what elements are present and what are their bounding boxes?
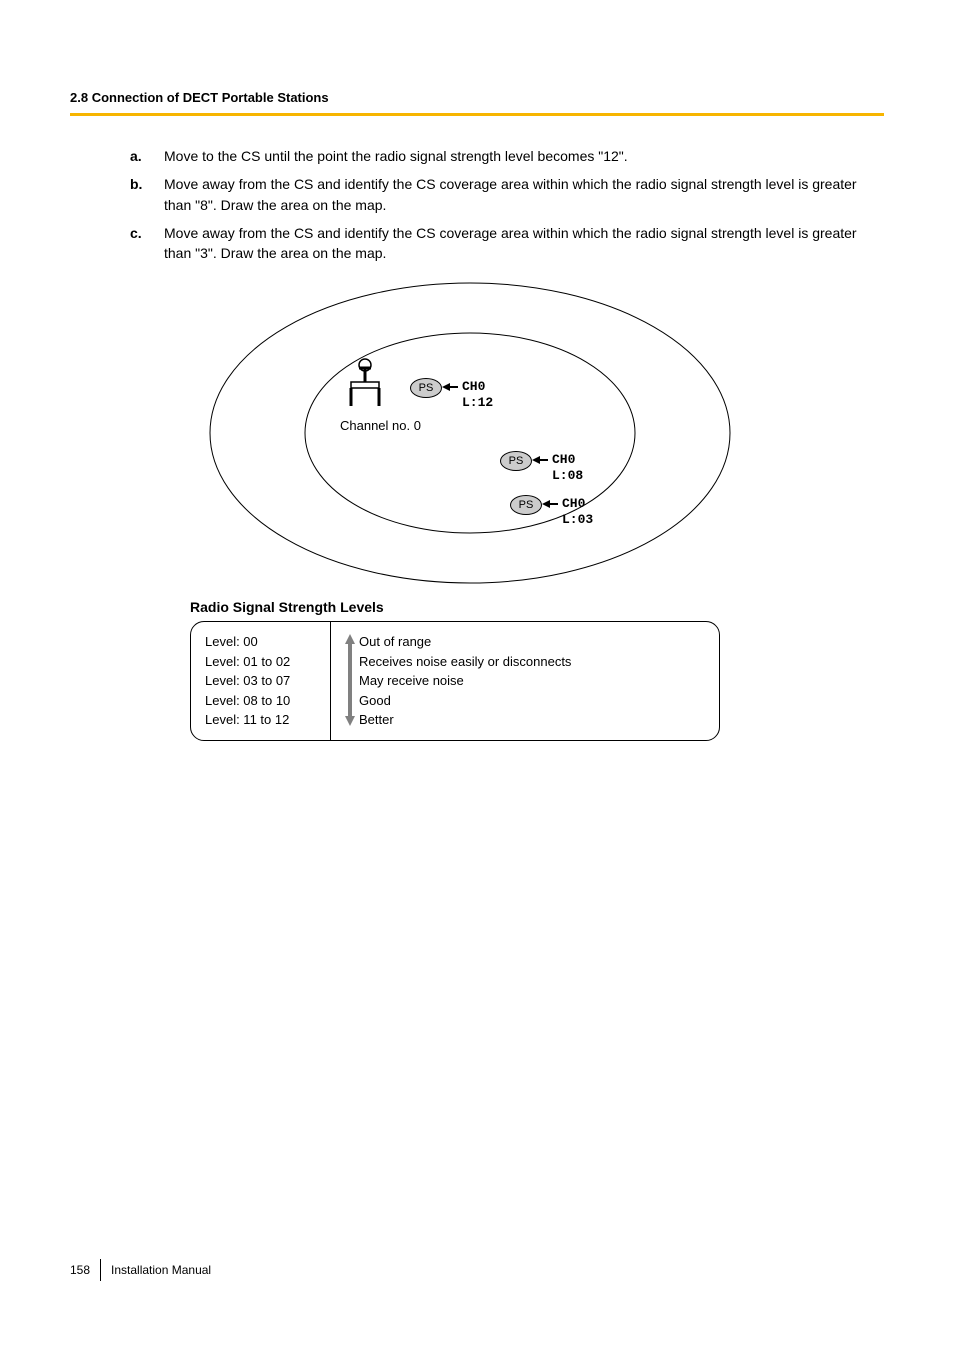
list-item: c. Move away from the CS and identify th…: [130, 223, 884, 264]
list-marker: c.: [130, 223, 164, 264]
legend-descriptions: Out of range Receives noise easily or di…: [359, 632, 705, 730]
arrow-line: [448, 386, 458, 388]
list-text: Move to the CS until the point the radio…: [164, 146, 884, 166]
ps-ch: CH0: [462, 379, 493, 395]
ps-reading: CH0 L:03: [562, 496, 593, 527]
legend-level: Level: 01 to 02: [205, 652, 320, 672]
doc-title: Installation Manual: [111, 1263, 211, 1277]
list-item: a. Move to the CS until the point the ra…: [130, 146, 884, 166]
ps-ch: CH0: [552, 452, 583, 468]
legend-desc: May receive noise: [359, 671, 705, 691]
legend-desc: Receives noise easily or disconnects: [359, 652, 705, 672]
legend-level: Level: 03 to 07: [205, 671, 320, 691]
channel-label: Channel no. 0: [340, 418, 421, 433]
page-number: 158: [70, 1263, 100, 1277]
ps-reading: CH0 L:08: [552, 452, 583, 483]
section-header: 2.8 Connection of DECT Portable Stations: [70, 90, 884, 105]
list-text: Move away from the CS and identify the C…: [164, 223, 884, 264]
ps-lv: L:03: [562, 512, 593, 528]
step-list: a. Move to the CS until the point the ra…: [70, 146, 884, 263]
arrow-line: [538, 459, 548, 461]
legend-level: Level: 00: [205, 632, 320, 652]
list-item: b. Move away from the CS and identify th…: [130, 174, 884, 215]
legend-desc: Out of range: [359, 632, 705, 652]
section-number: 2.8: [70, 90, 88, 105]
ps-lv: L:12: [462, 395, 493, 411]
page-footer: 158 Installation Manual: [70, 1259, 211, 1281]
legend-heading: Radio Signal Strength Levels: [190, 599, 884, 615]
list-marker: a.: [130, 146, 164, 166]
legend-level: Level: 08 to 10: [205, 691, 320, 711]
cs-icon: [345, 358, 385, 408]
legend-levels: Level: 00 Level: 01 to 02 Level: 03 to 0…: [205, 632, 320, 730]
legend-arrow: [341, 632, 359, 730]
legend-box: Level: 00 Level: 01 to 02 Level: 03 to 0…: [190, 621, 720, 741]
section-title: Connection of DECT Portable Stations: [92, 90, 329, 105]
coverage-diagram: Channel no. 0 PS CH0 L:12 PS CH0 L:08 PS: [190, 273, 750, 593]
ps-ch: CH0: [562, 496, 593, 512]
legend-divider: [330, 622, 331, 740]
legend-level: Level: 11 to 12: [205, 710, 320, 730]
ps-lv: L:08: [552, 468, 583, 484]
footer-divider: [100, 1259, 101, 1281]
legend-desc: Better: [359, 710, 705, 730]
ps-reading: CH0 L:12: [462, 379, 493, 410]
coverage-ellipses: [190, 273, 750, 593]
list-text: Move away from the CS and identify the C…: [164, 174, 884, 215]
arrow-line: [548, 503, 558, 505]
diagram-area: Channel no. 0 PS CH0 L:12 PS CH0 L:08 PS: [190, 273, 750, 593]
list-marker: b.: [130, 174, 164, 215]
header-rule: [70, 113, 884, 116]
legend-desc: Good: [359, 691, 705, 711]
page: 2.8 Connection of DECT Portable Stations…: [0, 0, 954, 1351]
